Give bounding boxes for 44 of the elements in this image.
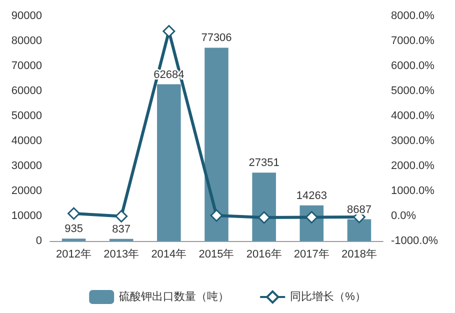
y2-tick-label: -1000.0%: [391, 235, 438, 247]
y-tick-label: 80000: [11, 35, 42, 47]
data-label: 27351: [248, 157, 280, 170]
y2-tick-label: 4000.0%: [391, 110, 435, 122]
point: [210, 209, 223, 222]
data-label: 837: [112, 223, 131, 236]
legend-label: 同比增长（%）: [290, 290, 366, 303]
y-tick-label: 60000: [11, 85, 42, 97]
y-tick-label: 90000: [11, 10, 42, 22]
point: [68, 207, 80, 220]
y2-tick-label: 3000.0%: [391, 135, 435, 147]
x-tick-label: 2012年: [56, 248, 92, 260]
point: [258, 211, 270, 224]
x-tick-label: 2013年: [104, 248, 140, 260]
y-tick-label: 40000: [11, 135, 42, 147]
x-tick-label: 2018年: [341, 248, 377, 260]
x-tick-label: 2014年: [151, 248, 187, 260]
y2-tick-label: 6000.0%: [391, 60, 435, 72]
y-tick-label: 50000: [11, 110, 42, 122]
bar: [204, 48, 228, 241]
data-label: 14263: [296, 190, 327, 202]
bar: [157, 84, 181, 241]
point: [162, 25, 176, 38]
y-tick-label: 20000: [11, 185, 42, 197]
data-label: 8687: [346, 204, 372, 216]
x-tick-label: 2017年: [294, 248, 330, 260]
y2-tick-label: 0.0%: [391, 210, 416, 222]
y2-tick-label: 7000.0%: [391, 35, 435, 47]
point: [115, 210, 128, 222]
y-tick-label: 70000: [11, 60, 42, 72]
y-tick-label: 0: [36, 235, 42, 247]
x-tick-label: 2015年: [198, 248, 234, 260]
bar: [252, 172, 276, 241]
data-label: 77306: [201, 32, 232, 44]
y2-tick-label: 8000.0%: [391, 10, 435, 22]
y2-tick-label: 2000.0%: [391, 160, 435, 172]
y-tick-label: 10000: [11, 210, 42, 222]
legend-label: 硫酸钾出口数量（吨）: [119, 290, 230, 303]
y2-tick-label: 1000.0%: [391, 185, 435, 197]
y2-tick-label: 5000.0%: [391, 85, 435, 97]
x-tick-label: 2016年: [246, 248, 282, 260]
data-label: 935: [64, 223, 83, 236]
bar: [347, 219, 372, 241]
y-tick-label: 30000: [11, 160, 42, 172]
